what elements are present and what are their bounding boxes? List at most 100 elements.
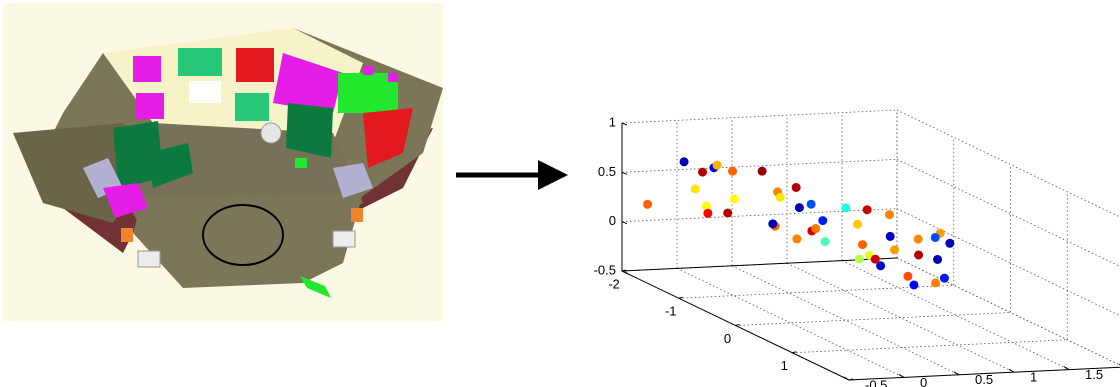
data-point [913, 234, 923, 244]
grid-line [621, 109, 898, 124]
orange-accent-right [351, 208, 363, 222]
z-tick [621, 270, 628, 274]
x-tick-label: -2 [608, 276, 620, 291]
x-tick [735, 324, 740, 326]
x-tick [792, 351, 797, 354]
floor-edge-line [621, 257, 898, 272]
green-small-box [295, 158, 307, 168]
data-points [643, 157, 955, 290]
y-tick-label: 1.5 [1085, 367, 1103, 382]
data-point [712, 160, 722, 170]
magenta-block [103, 183, 148, 218]
data-point [854, 254, 864, 264]
data-point [806, 199, 816, 209]
z-tick-label: 1 [609, 114, 616, 129]
room-render [3, 3, 443, 321]
magenta-panel [273, 53, 343, 113]
grid-line [621, 158, 898, 173]
y-tick-label: 1 [1030, 370, 1037, 385]
z-tick [621, 221, 628, 225]
green-cabinet [113, 121, 163, 188]
grid-line [735, 312, 1011, 326]
y-tick [843, 376, 850, 381]
magenta-box-2 [136, 93, 164, 119]
light-green-box [178, 48, 222, 76]
data-point [703, 208, 713, 218]
data-point [885, 210, 894, 220]
grid-line [621, 208, 898, 223]
grid-line [896, 109, 1120, 218]
data-point [811, 224, 821, 234]
front-wall [133, 193, 363, 288]
data-point [820, 237, 830, 247]
green-floor-box [300, 276, 331, 298]
data-point [794, 203, 804, 213]
data-point [768, 219, 778, 229]
circular-floor-marker-icon [202, 204, 284, 266]
red-box [236, 48, 274, 82]
data-point [728, 166, 738, 176]
data-point [889, 245, 899, 255]
data-point [862, 205, 872, 215]
white-chair-front [332, 230, 356, 248]
green-cabinet-right [286, 103, 333, 158]
y-tick [1063, 366, 1070, 371]
z-tick-label: 0 [609, 213, 616, 228]
grid-line [792, 339, 1068, 354]
x-tick [848, 378, 854, 381]
grid-line [731, 265, 960, 376]
data-point [858, 240, 868, 250]
magenta-small-2 [388, 73, 398, 82]
data-point [841, 203, 851, 213]
grid-line [896, 158, 1120, 267]
y-axis-line [848, 366, 1120, 381]
data-point [723, 208, 733, 218]
grey-chair [333, 163, 373, 198]
data-point [914, 250, 924, 260]
data-point [701, 201, 711, 211]
z-tick-label: -0.5 [594, 262, 616, 277]
data-point [690, 184, 700, 194]
data-point [939, 273, 949, 283]
x-tick-label: -1 [665, 304, 677, 319]
x-tick-label: 2 [837, 385, 844, 387]
x-tick-label: 1 [781, 358, 788, 373]
scatter-3d-plot: -2-1012-0.500.511.52-0.500.51 [594, 109, 1120, 387]
y-tick [953, 371, 960, 376]
z-tick-label: 0.5 [598, 164, 616, 179]
data-point [679, 157, 689, 167]
data-point [791, 182, 801, 192]
y-tick-label: -0.5 [865, 377, 887, 387]
data-point [885, 231, 895, 241]
y-tick [898, 373, 905, 378]
data-point [909, 280, 919, 290]
data-point [930, 232, 940, 242]
data-point [945, 238, 955, 248]
plot-axes [621, 122, 1120, 381]
data-point [933, 254, 943, 264]
data-point [876, 261, 886, 271]
data-point [643, 199, 653, 209]
x-tick-label: 0 [724, 331, 731, 346]
data-point [870, 254, 880, 264]
z-tick [621, 122, 628, 126]
red-cabinet [363, 108, 413, 168]
plot-grid [621, 109, 1120, 381]
data-point [818, 216, 828, 226]
data-point [903, 271, 913, 281]
data-point [931, 278, 941, 288]
data-point [757, 166, 767, 176]
data-point [729, 194, 739, 204]
magenta-small [363, 66, 373, 75]
white-box [189, 81, 221, 103]
y-tick-label: 0 [920, 375, 927, 387]
magenta-box [133, 56, 161, 82]
grid-line [896, 208, 1120, 317]
data-point [698, 167, 708, 177]
grid-line [678, 284, 954, 299]
z-tick [621, 171, 628, 175]
data-point [853, 219, 863, 229]
tick-labels: -2-1012-0.500.511.52-0.500.51 [594, 114, 1103, 387]
white-chair-left [137, 250, 161, 268]
data-point [775, 192, 785, 202]
